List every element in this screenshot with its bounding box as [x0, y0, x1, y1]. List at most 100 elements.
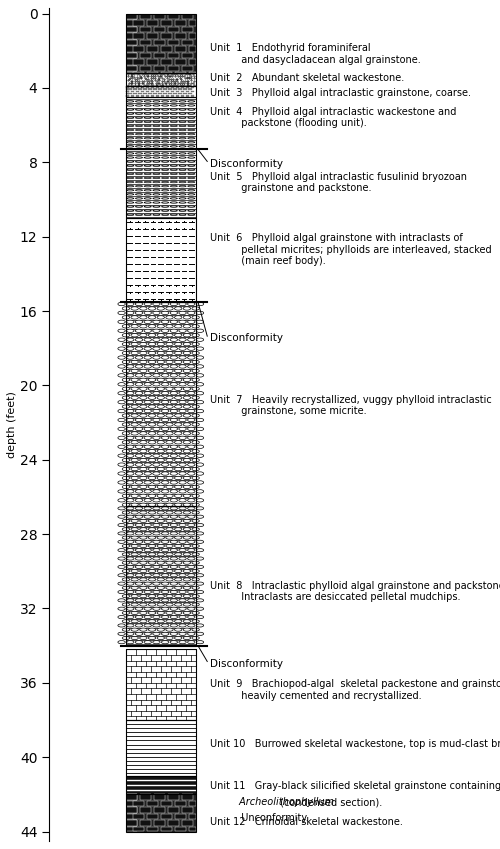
Ellipse shape: [148, 423, 156, 426]
Ellipse shape: [170, 165, 177, 166]
Ellipse shape: [152, 463, 160, 466]
Bar: [126, 33, 138, 39]
Ellipse shape: [131, 620, 138, 623]
Ellipse shape: [122, 378, 130, 381]
Ellipse shape: [118, 515, 126, 518]
Ellipse shape: [188, 409, 195, 413]
Bar: [158, 88, 162, 90]
Ellipse shape: [170, 419, 177, 422]
Bar: [154, 14, 165, 20]
Ellipse shape: [131, 637, 138, 639]
Ellipse shape: [127, 194, 134, 195]
Ellipse shape: [126, 599, 134, 602]
Bar: [188, 46, 196, 52]
Ellipse shape: [174, 334, 182, 337]
Ellipse shape: [170, 427, 177, 430]
Ellipse shape: [188, 189, 195, 191]
Ellipse shape: [127, 129, 134, 131]
Ellipse shape: [144, 109, 151, 110]
Ellipse shape: [122, 351, 130, 355]
Ellipse shape: [131, 511, 138, 514]
Ellipse shape: [144, 302, 152, 306]
Ellipse shape: [188, 312, 195, 315]
Ellipse shape: [157, 413, 164, 417]
Ellipse shape: [136, 329, 142, 333]
Ellipse shape: [140, 603, 147, 606]
Ellipse shape: [144, 365, 152, 368]
Bar: [161, 91, 164, 93]
Ellipse shape: [179, 210, 186, 211]
Bar: [126, 649, 196, 720]
Ellipse shape: [131, 360, 138, 363]
Bar: [148, 88, 152, 90]
Ellipse shape: [196, 582, 203, 585]
Ellipse shape: [170, 481, 177, 484]
Ellipse shape: [162, 454, 169, 458]
Ellipse shape: [174, 423, 182, 426]
Bar: [188, 93, 192, 94]
Ellipse shape: [122, 449, 130, 453]
Ellipse shape: [118, 548, 126, 552]
Bar: [126, 820, 138, 826]
Ellipse shape: [188, 557, 195, 560]
Ellipse shape: [126, 490, 134, 493]
Ellipse shape: [192, 544, 200, 548]
Bar: [156, 95, 160, 97]
Ellipse shape: [144, 198, 151, 200]
Ellipse shape: [157, 620, 164, 623]
Ellipse shape: [192, 431, 200, 435]
Bar: [126, 86, 196, 98]
Ellipse shape: [136, 113, 142, 115]
Bar: [147, 814, 158, 819]
Ellipse shape: [179, 548, 186, 552]
Bar: [140, 14, 151, 20]
Ellipse shape: [192, 387, 200, 391]
Ellipse shape: [126, 607, 134, 610]
Ellipse shape: [192, 486, 200, 489]
Ellipse shape: [144, 202, 151, 203]
Ellipse shape: [148, 458, 156, 462]
Ellipse shape: [157, 494, 164, 498]
Ellipse shape: [162, 616, 169, 619]
Ellipse shape: [174, 553, 182, 556]
Ellipse shape: [183, 413, 190, 417]
Ellipse shape: [166, 528, 173, 531]
Ellipse shape: [140, 637, 147, 639]
Ellipse shape: [183, 544, 190, 548]
Ellipse shape: [196, 347, 203, 351]
Ellipse shape: [144, 557, 152, 560]
Ellipse shape: [153, 210, 160, 211]
Ellipse shape: [144, 582, 152, 585]
Ellipse shape: [162, 182, 168, 183]
Ellipse shape: [196, 436, 203, 440]
Ellipse shape: [166, 494, 173, 498]
Ellipse shape: [136, 202, 142, 203]
Ellipse shape: [166, 423, 173, 426]
Ellipse shape: [153, 142, 160, 143]
Ellipse shape: [192, 449, 200, 453]
Ellipse shape: [188, 490, 195, 493]
Bar: [148, 93, 152, 94]
Ellipse shape: [192, 561, 200, 565]
Ellipse shape: [153, 182, 160, 183]
Ellipse shape: [157, 528, 164, 531]
Ellipse shape: [183, 387, 190, 391]
Ellipse shape: [148, 528, 156, 531]
Bar: [161, 827, 172, 831]
Ellipse shape: [118, 557, 126, 560]
Bar: [147, 827, 158, 831]
Bar: [126, 218, 196, 301]
Ellipse shape: [174, 536, 182, 539]
Text: Unit  3   Phylloid algal intraclastic grainstone, coarse.: Unit 3 Phylloid algal intraclastic grain…: [210, 88, 470, 98]
Ellipse shape: [136, 356, 142, 359]
Ellipse shape: [131, 594, 138, 598]
Ellipse shape: [162, 374, 169, 377]
Bar: [188, 20, 196, 25]
Text: Unit 12   Crinoidal skeletal wackestone.: Unit 12 Crinoidal skeletal wackestone.: [210, 817, 402, 827]
Bar: [156, 91, 160, 93]
Ellipse shape: [170, 374, 177, 377]
Ellipse shape: [192, 468, 200, 470]
Bar: [188, 59, 196, 65]
Ellipse shape: [166, 468, 173, 470]
Bar: [182, 26, 193, 32]
